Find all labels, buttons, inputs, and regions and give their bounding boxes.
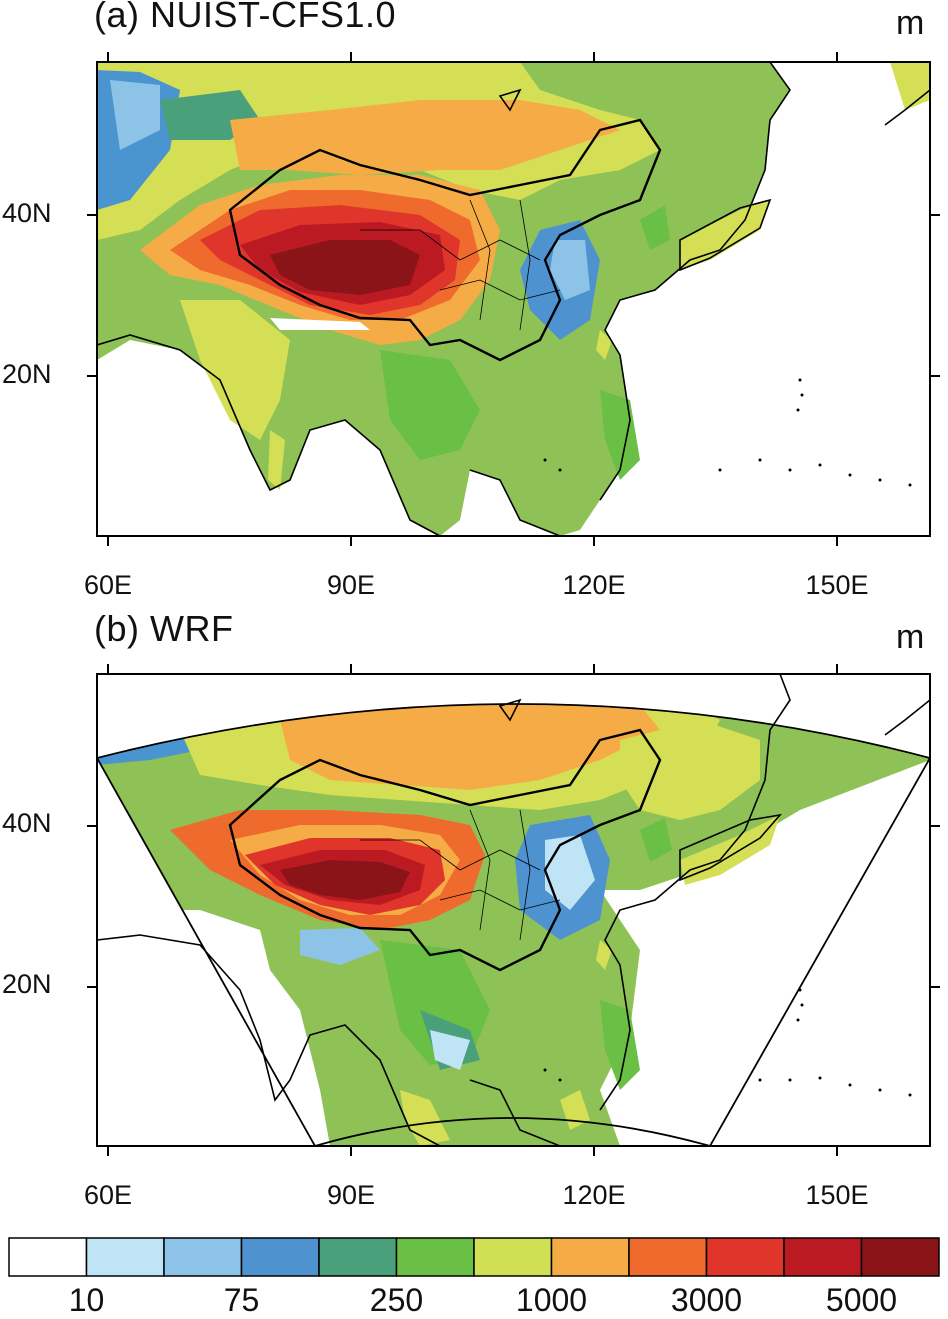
- panel-b-map: [87, 664, 940, 1156]
- colorbar-swatch: [473, 1237, 553, 1277]
- colorbar-swatch: [163, 1237, 243, 1277]
- colorbar-swatch: [705, 1237, 785, 1277]
- panel-a-lon-90e: 90E: [326, 570, 376, 600]
- panel-b-lon-60e: 60E: [83, 1180, 133, 1210]
- panel-a-unit: m: [896, 4, 925, 42]
- colorbar-label: 1000: [515, 1282, 588, 1318]
- panel-a-lon-60e: 60E: [83, 570, 133, 600]
- panel-b-lon-90e: 90E: [326, 1180, 376, 1210]
- colorbar-swatch: [550, 1237, 630, 1277]
- panel-b-lon-120e: 120E: [562, 1180, 626, 1210]
- panel-b-title: (b) WRF: [94, 608, 234, 649]
- panel-b-lat-40n: 40N: [2, 808, 52, 838]
- colorbar-label: 75: [223, 1282, 260, 1318]
- colorbar-swatch: [85, 1237, 165, 1277]
- panel-a-title: (a) NUIST-CFS1.0: [94, 0, 397, 35]
- elevation-colorbar: [8, 1237, 940, 1277]
- colorbar-swatch: [783, 1237, 863, 1277]
- panel-a-lon-150e: 150E: [805, 570, 869, 600]
- colorbar-swatch: [395, 1237, 475, 1277]
- colorbar-swatch: [240, 1237, 320, 1277]
- panel-a-map: [87, 52, 940, 546]
- colorbar-label: 250: [369, 1282, 424, 1318]
- colorbar-swatch: [628, 1237, 708, 1277]
- panel-b-unit: m: [896, 618, 925, 656]
- colorbar-label: 10: [68, 1282, 105, 1318]
- colorbar-swatch: [860, 1237, 940, 1277]
- panel-b-lon-150e: 150E: [805, 1180, 869, 1210]
- panel-a-lat-20n: 20N: [2, 359, 52, 389]
- panel-a-lat-40n: 40N: [2, 198, 52, 228]
- colorbar-label: 3000: [670, 1282, 743, 1318]
- panel-a-lon-120e: 120E: [562, 570, 626, 600]
- colorbar-swatch: [8, 1237, 88, 1277]
- colorbar-swatch: [318, 1237, 398, 1277]
- colorbar-label: 5000: [825, 1282, 898, 1318]
- panel-b-lat-20n: 20N: [2, 969, 52, 999]
